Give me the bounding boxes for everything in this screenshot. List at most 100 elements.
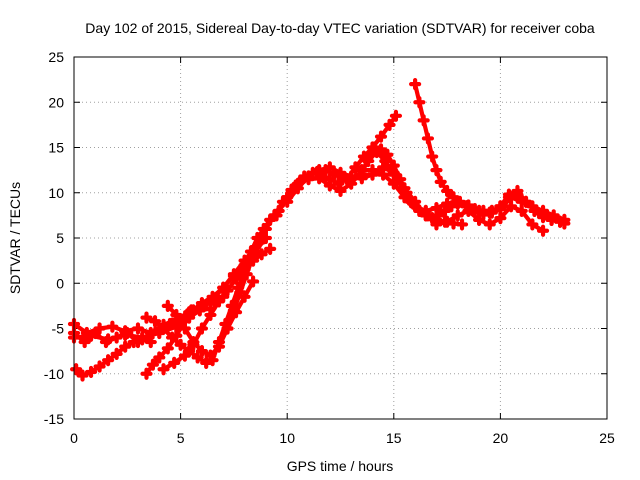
data-point <box>78 335 91 349</box>
data-point <box>89 326 102 340</box>
data-point <box>119 340 132 353</box>
data-point <box>419 209 432 222</box>
x-tick-label: 10 <box>279 430 295 446</box>
y-tick-label: -5 <box>52 321 65 337</box>
data-point <box>362 150 375 163</box>
y-axis-label: SDTVAR / TECUs <box>7 182 23 294</box>
data-point <box>409 78 422 91</box>
data-point <box>558 217 571 230</box>
data-point <box>313 164 326 177</box>
data-point <box>281 195 294 208</box>
data-point <box>148 315 162 328</box>
data-point <box>170 320 183 333</box>
data-point <box>430 202 443 215</box>
data-point <box>441 215 454 228</box>
data-point <box>398 182 411 195</box>
data-point <box>453 195 466 208</box>
data-point <box>519 195 533 208</box>
data-point <box>455 218 469 231</box>
data-point <box>334 184 347 198</box>
y-tick-label: 0 <box>56 275 64 291</box>
data-point <box>70 363 83 376</box>
data-point <box>483 218 496 231</box>
data-point <box>323 179 336 192</box>
data-point <box>140 311 153 324</box>
data-point <box>504 200 518 213</box>
data-point <box>355 172 368 185</box>
data-point <box>240 268 253 281</box>
data-point <box>131 322 145 335</box>
data-point <box>76 369 89 382</box>
data-point <box>323 161 336 174</box>
x-tick-label: 15 <box>386 430 402 446</box>
data-point <box>430 218 443 231</box>
data-point <box>106 320 119 333</box>
data-point <box>195 297 209 310</box>
data-point <box>140 367 153 380</box>
data-point <box>174 338 187 351</box>
y-tick-label: -15 <box>44 411 64 427</box>
data-point <box>206 354 219 367</box>
data-point <box>526 218 539 231</box>
data-point <box>187 304 200 317</box>
data-point <box>178 322 191 335</box>
data-point <box>536 209 550 222</box>
data-point <box>438 204 452 217</box>
data-point <box>511 184 524 198</box>
y-tick-label: 25 <box>48 49 64 65</box>
data-point <box>110 331 123 344</box>
data-point <box>259 222 272 236</box>
data-point <box>430 164 443 177</box>
data-point <box>200 356 213 369</box>
data-point <box>93 360 106 373</box>
data-point <box>381 148 394 161</box>
data-series <box>67 78 571 382</box>
data-point <box>387 177 400 190</box>
data-point <box>334 166 347 179</box>
data-point <box>545 213 558 226</box>
x-tick-label: 5 <box>177 430 185 446</box>
data-point <box>206 290 219 303</box>
data-point <box>121 326 134 340</box>
series-track-14 <box>281 161 550 237</box>
data-point <box>229 272 243 285</box>
data-point <box>191 351 204 364</box>
data-point <box>445 200 458 213</box>
data-point <box>187 335 200 349</box>
data-point <box>165 331 179 344</box>
data-point <box>253 236 266 249</box>
data-point <box>383 118 396 131</box>
data-point <box>110 347 123 360</box>
data-point <box>221 284 234 297</box>
series-track-13 <box>409 78 571 230</box>
data-point <box>183 345 196 358</box>
data-point <box>212 295 226 308</box>
data-point <box>409 195 422 208</box>
data-point <box>204 308 217 322</box>
data-point <box>168 356 181 369</box>
grid-lines <box>74 57 607 419</box>
data-point <box>366 168 379 181</box>
data-point <box>417 114 430 127</box>
data-point <box>515 204 528 217</box>
y-tick-label: 15 <box>48 140 64 156</box>
series-track-4 <box>70 333 157 382</box>
data-point <box>146 358 159 371</box>
data-point <box>157 322 170 335</box>
data-point <box>264 242 277 255</box>
data-point <box>170 308 183 322</box>
data-point <box>157 363 170 376</box>
data-point <box>221 322 234 335</box>
data-point <box>212 335 226 349</box>
data-point <box>195 322 209 335</box>
data-point <box>374 130 388 143</box>
x-tick-label: 20 <box>493 430 509 446</box>
series-track-7 <box>140 311 213 369</box>
x-tick-label: 0 <box>70 430 78 446</box>
data-point <box>377 161 390 174</box>
data-point <box>413 96 426 109</box>
data-point <box>389 109 403 122</box>
plot-frame <box>73 56 608 420</box>
data-point <box>144 335 157 349</box>
data-point <box>102 354 115 367</box>
